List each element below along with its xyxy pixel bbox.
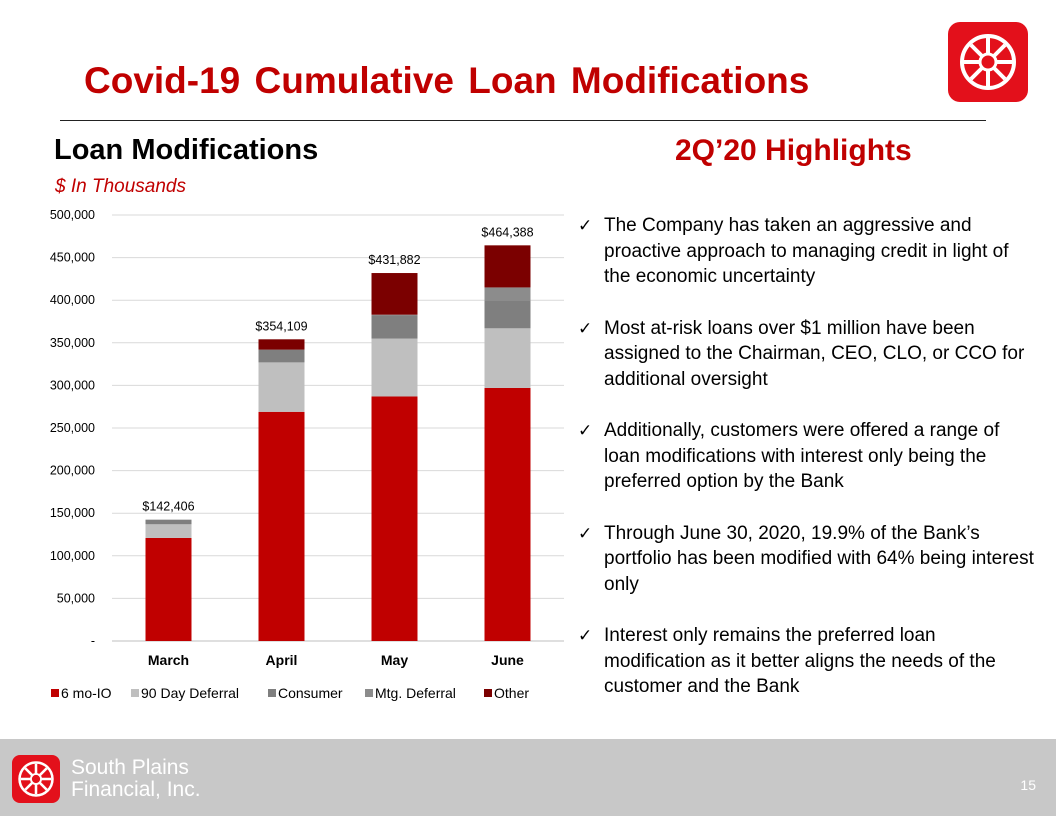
y-tick-label: 500,000 (50, 208, 95, 222)
highlight-item: ✓ Interest only remains the preferred loa… (578, 623, 1038, 700)
chart-heading: Loan Modifications (54, 134, 319, 166)
bar-segment (484, 287, 531, 301)
bar-segment (371, 314, 418, 316)
y-tick-label: 450,000 (50, 251, 95, 265)
footer-company-name: South Plains Financial, Inc. (71, 757, 201, 801)
bar-segment (145, 519, 192, 525)
bar-total-label: $431,882 (368, 253, 420, 267)
legend-swatch (51, 689, 59, 697)
y-tick-label: - (91, 634, 95, 648)
highlight-text: Additionally, customers were offered a r… (604, 420, 1000, 492)
highlight-item: ✓ Through June 30, 2020, 19.9% of the Ban… (578, 521, 1038, 598)
y-tick-label: 250,000 (50, 421, 95, 435)
legend-label: 90 Day Deferral (141, 685, 239, 701)
bar-segment (371, 315, 418, 339)
footer-logo (12, 755, 60, 803)
wheel-logo-icon (18, 761, 54, 797)
checkmark-icon: ✓ (578, 523, 593, 543)
y-tick-label: 400,000 (50, 293, 95, 307)
checkmark-icon: ✓ (578, 626, 593, 645)
checkmark-icon: ✓ (578, 318, 593, 338)
x-tick-label: March (148, 652, 189, 668)
bar-total-label: $464,388 (481, 225, 533, 239)
bar-segment (258, 339, 305, 350)
highlight-item: ✓ The Company has taken an aggressive and… (578, 213, 1038, 290)
bar-segment (145, 537, 192, 641)
bar-total-label: $354,109 (255, 319, 307, 333)
legend-swatch (131, 689, 139, 697)
loan-modifications-chart: - 50,000 100,000 150,000 200,000 250,000 300,0… (50, 208, 564, 701)
y-tick-label: 200,000 (50, 464, 95, 478)
highlight-text: Through June 30, 2020, 19.9% of the Bank… (604, 522, 1034, 595)
bar-segment (371, 273, 418, 315)
highlight-item: ✓ Most at-risk loans over $1 million have… (578, 316, 1038, 393)
legend-swatch (365, 689, 373, 697)
bar-segment (484, 328, 531, 388)
x-tick-label: April (266, 652, 298, 668)
bar-segment (484, 300, 531, 329)
legend-label: Mtg. Deferral (375, 685, 456, 701)
chart-units-label: $ In Thousands (55, 176, 186, 197)
highlight-text: Most at-risk loans over $1 million have … (604, 317, 1025, 390)
y-tick-label: 150,000 (50, 506, 95, 520)
checkmark-icon: ✓ (578, 421, 593, 440)
x-tick-label: May (381, 652, 408, 668)
bar-segment (258, 411, 305, 641)
bar-segment (484, 387, 531, 641)
bar-total-label: $142,406 (142, 500, 194, 514)
page-number: 15 (1020, 777, 1036, 793)
highlight-text: Interest only remains the preferred loan… (604, 625, 996, 697)
title-divider (60, 120, 986, 121)
y-tick-label: 100,000 (50, 549, 95, 563)
legend-swatch (268, 689, 276, 697)
footer-bar: South Plains Financial, Inc. 15 (0, 739, 1056, 816)
legend-swatch (484, 689, 492, 697)
legend-label: Consumer (278, 685, 343, 701)
y-tick-label: 350,000 (50, 336, 95, 350)
y-tick-label: 50,000 (57, 591, 95, 605)
bar-segment (371, 396, 418, 641)
legend-label: 6 mo-IO (61, 685, 112, 701)
highlight-text: The Company has taken an aggressive and … (604, 215, 1009, 287)
company-name-line1: South Plains (71, 756, 189, 779)
company-logo (948, 22, 1028, 102)
legend-label: Other (494, 685, 529, 701)
highlights-list: ✓ The Company has taken an aggressive and… (578, 213, 1038, 726)
y-tick-label: 300,000 (50, 378, 95, 392)
checkmark-icon: ✓ (578, 216, 593, 235)
company-name-line2: Financial, Inc. (71, 778, 201, 801)
bar-segment (258, 349, 305, 363)
highlights-heading: 2Q’20 Highlights (675, 134, 912, 167)
slide-title: Covid-19 Cumulative Loan Modifications (84, 60, 810, 101)
bar-segment (145, 524, 192, 538)
x-tick-label: June (491, 652, 524, 668)
bar-segment (258, 362, 305, 412)
highlight-item: ✓ Additionally, customers were offered a … (578, 418, 1038, 495)
wheel-logo-icon (960, 34, 1016, 90)
bar-segment (484, 245, 531, 288)
bar-segment (371, 338, 418, 397)
